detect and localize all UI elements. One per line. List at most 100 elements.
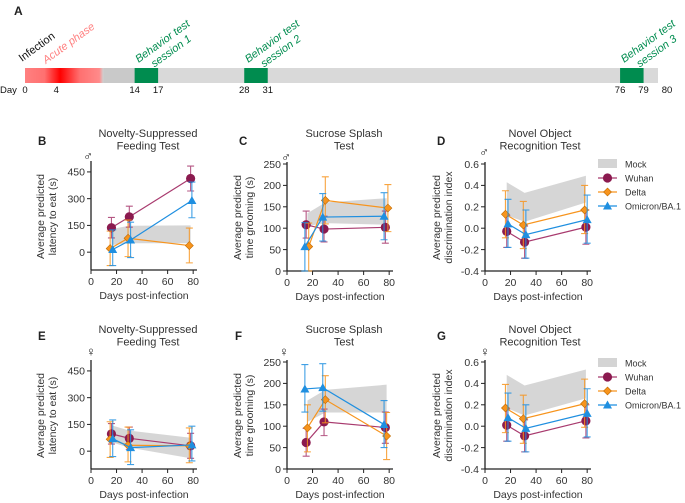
wuhan-point [301, 437, 311, 448]
wuhan-point [581, 222, 591, 232]
omicron-point [379, 211, 389, 220]
chart-title: Novel Object Recognition Test [499, 128, 580, 153]
x-tick-label: 40 [530, 475, 542, 487]
x-tick-label: 40 [530, 277, 542, 289]
chart-title-line2: Feeding Test [117, 141, 180, 153]
y-tick-label: 0.0 [464, 223, 479, 235]
omicron-point [300, 242, 310, 251]
wuhan-point [186, 173, 196, 184]
y-axis-label-line2: latency to eat (s) [47, 178, 59, 256]
female-symbol-icon: ♀ [279, 344, 289, 359]
y-axis-label-line1: Average predicted [35, 174, 47, 259]
y-axis-label-line2: discrimination index [443, 171, 455, 264]
x-tick-label: 80 [187, 475, 199, 487]
male-symbol-icon: ♂ [281, 149, 291, 164]
y-tick-label: 0 [79, 247, 85, 259]
legend-wuhan-marker [602, 372, 613, 382]
mock-band [111, 225, 191, 246]
omicron-line [507, 219, 588, 236]
series-wuhan [106, 165, 196, 239]
omicron-point [503, 219, 513, 228]
x-tick-label: 80 [581, 475, 593, 487]
wuhan-point [519, 431, 530, 441]
omicron-point [521, 230, 531, 239]
y-axis-label-line2: time grooming (s) [244, 177, 256, 259]
chart-panel-b: B Novelty-Suppressed Feeding Test ♂ Average … [35, 128, 199, 302]
y-tick-label: 0.2 [464, 202, 479, 214]
chart-panel-d: D Novel Object Recognition Test ♂ Average pr… [431, 128, 681, 303]
chart-title-line1: Novelty-Suppressed [98, 128, 197, 140]
acute-phase-segment [25, 68, 104, 83]
panel-letter: B [38, 136, 46, 148]
x-tick-label: 80 [581, 277, 593, 289]
y-tick-label: 0 [275, 266, 281, 278]
omicron-point [521, 423, 531, 432]
y-axis-label: Average predictedtime grooming (s) [232, 373, 256, 458]
x-tick-label: 60 [162, 475, 174, 487]
x-axis-label: Days post-infection [99, 489, 188, 501]
omicron-point [108, 244, 118, 253]
x-tick-label: 60 [358, 475, 370, 487]
wuhan-point [301, 220, 311, 230]
omicron-point [318, 383, 328, 392]
x-tick-label: 0 [88, 276, 94, 288]
y-tick-label: -0.2 [461, 442, 479, 454]
session-label: Behavior testsession 3 [619, 17, 685, 76]
x-tick-label: 40 [332, 475, 344, 487]
y-axis-label: Average predictedlatency to eat (s) [35, 174, 59, 259]
wuhan-line [305, 421, 386, 443]
chart-title-line1: Novelty-Suppressed [98, 324, 197, 336]
y-tick-label: 0.4 [464, 378, 479, 390]
x-axis-label: Days post-infection [295, 489, 384, 501]
female-symbol-icon: ♀ [480, 344, 490, 359]
panel-letter: G [437, 331, 446, 343]
panel-letter: D [437, 136, 445, 148]
omicron-line [507, 412, 588, 429]
chart-title-line2: Test [334, 337, 354, 349]
chart-title: Novelty-Suppressed Feeding Test [98, 324, 197, 349]
chart-title-line2: Feeding Test [117, 337, 180, 349]
y-tick-label: 50 [269, 244, 281, 256]
x-tick-label: 60 [556, 277, 568, 289]
y-axis-label-line1: Average predicted [35, 373, 47, 458]
panel-letter: A [14, 4, 23, 18]
legend-mock-swatch [598, 159, 617, 168]
day-tick-label: 80 [662, 85, 673, 96]
legend-delta-label: Delta [625, 188, 646, 198]
series-omicron [108, 181, 197, 267]
x-axis-label: Days post-infection [493, 291, 582, 303]
chart-title-line1: Sucrose Splash [305, 128, 382, 140]
omicron-point [126, 235, 136, 244]
omicron-point [582, 408, 592, 417]
y-axis-label-line2: time grooming (s) [244, 375, 256, 457]
y-tick-label: 200 [263, 180, 281, 192]
male-symbol-icon: ♂ [479, 144, 489, 159]
y-tick-label: 150 [263, 400, 281, 412]
legend: Mock Wuhan Delta Omicron/BA.1 [598, 159, 681, 212]
chart-panel-c: C Sucrose Splash Test ♂ Average predictedtim… [232, 128, 395, 303]
y-tick-label: 50 [269, 442, 281, 454]
day-tick-label: 17 [153, 85, 164, 96]
delta-point [383, 203, 393, 213]
day-tick-label: 79 [638, 85, 649, 96]
y-tick-label: 300 [67, 193, 85, 205]
y-tick-label: 100 [263, 223, 281, 235]
omicron-point [187, 440, 197, 449]
panel-letter: C [239, 136, 247, 148]
series-delta [105, 219, 194, 267]
post-acute-segment [103, 68, 135, 83]
day-tick-label: 31 [262, 85, 273, 96]
legend-mock-label: Mock [625, 359, 647, 369]
omicron-point [108, 434, 118, 443]
legend-omicron-label: Omicron/BA.1 [625, 202, 681, 212]
y-tick-label: 450 [67, 167, 85, 179]
x-tick-label: 60 [162, 276, 174, 288]
omicron-point [503, 413, 513, 422]
timeline-bar [25, 68, 658, 83]
y-tick-label: 200 [263, 378, 281, 390]
legend-wuhan-marker [602, 173, 613, 183]
x-tick-label: 40 [332, 277, 344, 289]
x-tick-label: 0 [284, 277, 290, 289]
legend-mock-label: Mock [625, 160, 647, 170]
